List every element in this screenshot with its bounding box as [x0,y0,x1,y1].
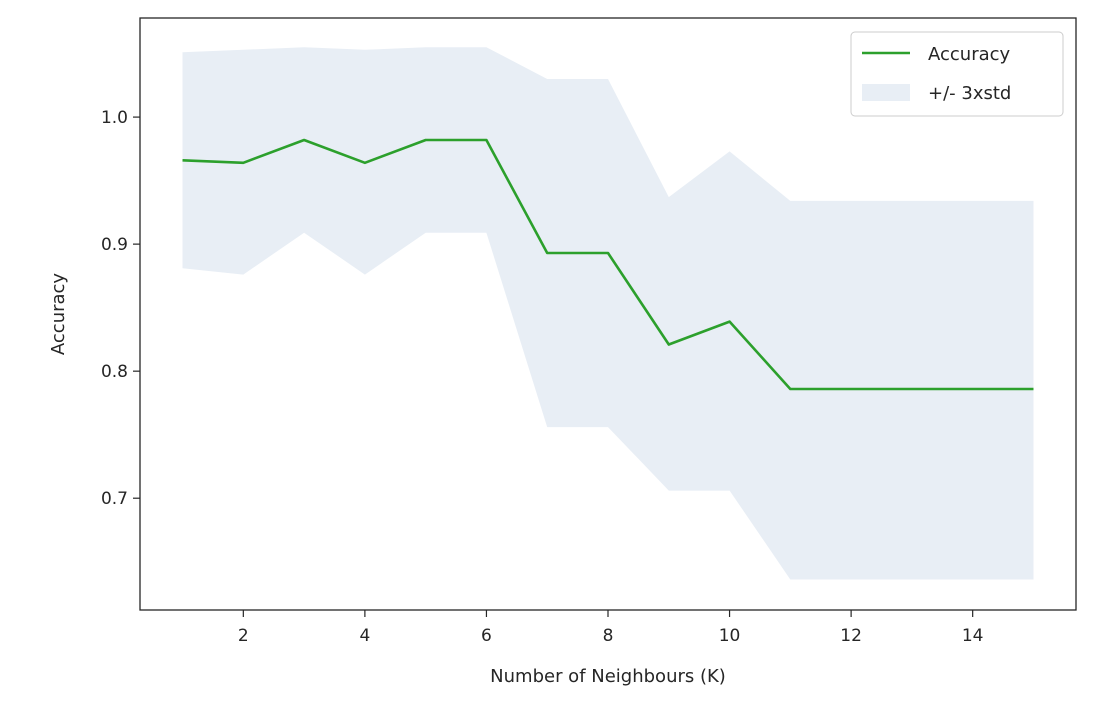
y-axis-title: Accuracy [48,273,69,356]
accuracy-point [424,138,428,142]
accuracy-point [241,161,245,165]
std-band-area [182,47,1034,580]
x-tick-label: 2 [238,626,249,646]
x-tick-label: 10 [719,626,741,646]
x-tick-label: 4 [359,626,370,646]
accuracy-point [667,343,671,347]
legend-swatch-std-band [862,84,910,101]
y-tick-label: 0.7 [101,489,128,509]
x-axis-title: Number of Neighbours (K) [490,666,726,687]
accuracy-point [1032,387,1036,391]
accuracy-point [971,387,975,391]
x-tick-label: 8 [603,626,614,646]
ticks: 2 4 6 8 10 12 14 0.7 0.8 0.9 1.0 [101,108,984,646]
legend-label-std-band: +/- 3xstd [928,83,1011,104]
x-tick-label: 6 [481,626,492,646]
accuracy-point [302,138,306,142]
accuracy-point [545,251,549,255]
accuracy-point [728,320,732,324]
accuracy-point [606,251,610,255]
x-tick-label: 14 [962,626,984,646]
accuracy-line [182,138,1034,391]
accuracy-point [849,387,853,391]
accuracy-point [788,387,792,391]
y-tick-label: 1.0 [101,108,128,128]
x-tick-label: 12 [840,626,862,646]
legend: Accuracy +/- 3xstd [850,31,1064,117]
accuracy-point [363,161,367,165]
y-tick-label: 0.9 [101,235,128,255]
plot-area [181,47,1036,580]
accuracy-point [910,387,914,391]
legend-label-accuracy: Accuracy [928,44,1011,65]
accuracy-point [181,158,185,162]
accuracy-point [484,138,488,142]
y-tick-label: 0.8 [101,362,128,382]
